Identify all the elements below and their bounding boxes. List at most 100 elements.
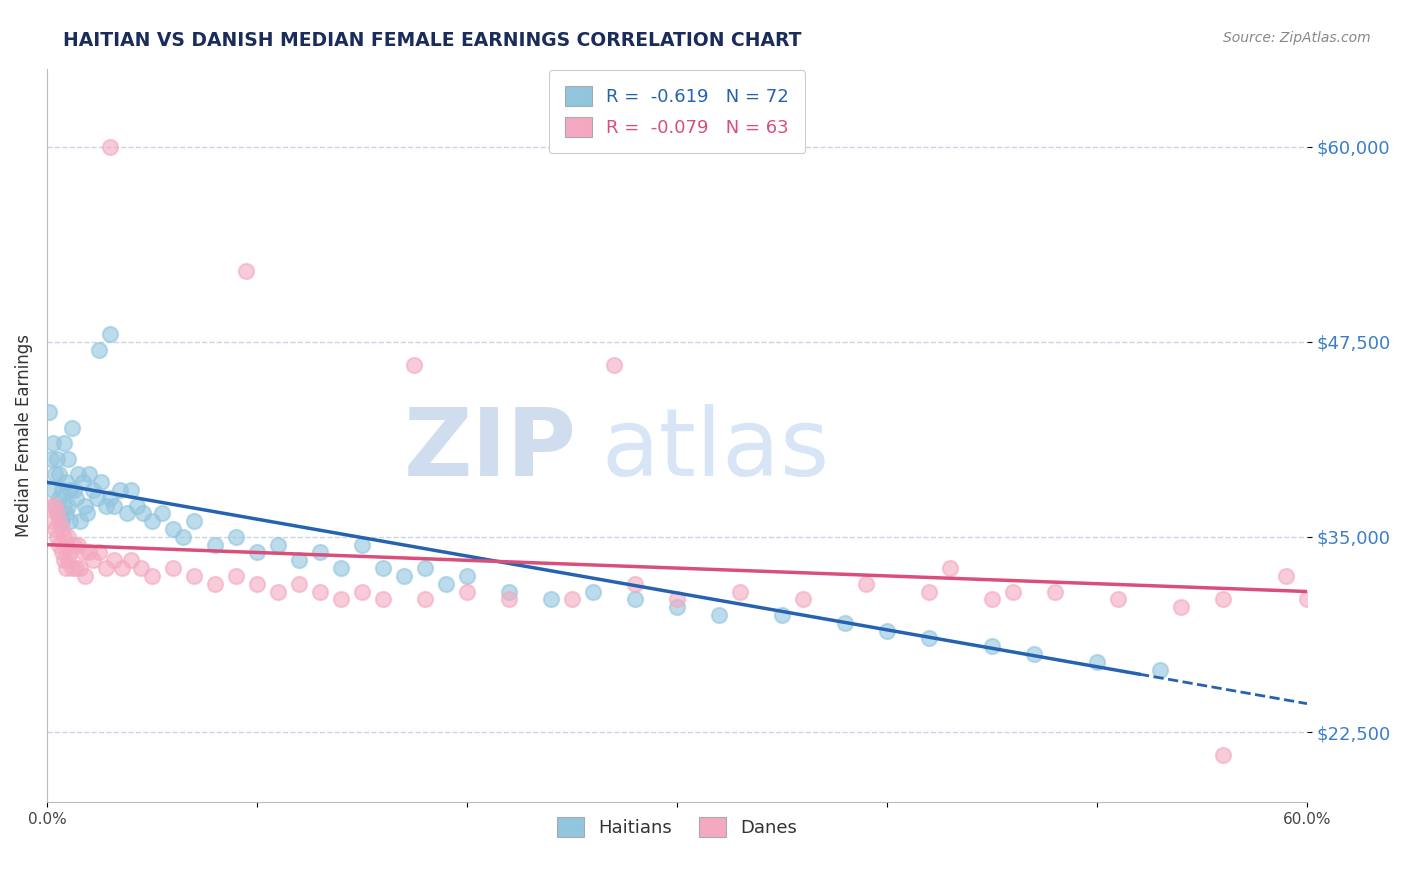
Point (65, 491, 87, 505)
Point (55, 475, 77, 490)
Point (44, 522, 66, 536)
Point (51, 545, 73, 559)
Point (1043, 584, 1066, 599)
Point (624, 576, 647, 591)
Point (59, 545, 82, 559)
Point (204, 576, 226, 591)
Point (498, 592, 520, 607)
Point (141, 514, 163, 528)
Point (288, 553, 311, 567)
Point (141, 569, 163, 583)
Point (56, 451, 79, 466)
Point (42, 436, 65, 450)
Point (65, 561, 87, 575)
Point (246, 545, 269, 559)
Point (60, 561, 83, 575)
Point (204, 538, 226, 552)
Point (94, 499, 117, 513)
Point (72, 475, 94, 490)
Point (59, 514, 82, 528)
Point (44, 499, 66, 513)
Point (183, 514, 205, 528)
Point (63, 538, 86, 552)
Point (48, 467, 70, 482)
Point (76, 507, 98, 521)
Point (46, 507, 69, 521)
Text: ZIP: ZIP (404, 404, 576, 496)
Point (540, 592, 562, 607)
Point (69, 514, 91, 528)
Point (52, 499, 75, 513)
Point (82, 483, 104, 497)
Point (183, 569, 205, 583)
Point (267, 584, 290, 599)
Point (603, 358, 626, 372)
Point (309, 545, 332, 559)
Point (51, 483, 73, 497)
Point (981, 592, 1004, 607)
Point (55, 538, 77, 552)
Point (1085, 655, 1108, 669)
Point (103, 553, 125, 567)
Point (73, 569, 96, 583)
Point (46, 530, 69, 544)
Point (59, 483, 82, 497)
Point (981, 639, 1004, 653)
Point (55, 561, 77, 575)
Point (350, 538, 373, 552)
Point (225, 530, 247, 544)
Point (1022, 647, 1045, 661)
Point (162, 522, 184, 536)
Point (48, 514, 70, 528)
Point (371, 592, 394, 607)
Point (73, 499, 96, 513)
Point (329, 592, 352, 607)
Text: Source: ZipAtlas.com: Source: ZipAtlas.com (1223, 31, 1371, 45)
Point (67, 467, 90, 482)
Point (665, 600, 688, 615)
Point (77, 467, 100, 482)
Point (56, 499, 79, 513)
Point (1170, 600, 1192, 615)
Point (413, 561, 436, 575)
Point (770, 607, 793, 622)
Point (172, 530, 194, 544)
Point (51, 514, 73, 528)
Point (44, 467, 66, 482)
Point (56, 553, 79, 567)
Point (456, 584, 478, 599)
Point (42, 514, 65, 528)
Point (67, 538, 90, 552)
Point (267, 538, 290, 552)
Point (52, 436, 75, 450)
Point (624, 592, 647, 607)
Point (918, 632, 941, 646)
Point (404, 358, 426, 372)
Point (582, 584, 605, 599)
Point (111, 561, 134, 575)
Point (120, 483, 142, 497)
Point (63, 483, 86, 497)
Point (235, 264, 257, 278)
Point (86, 491, 108, 505)
Point (115, 507, 138, 521)
Point (120, 553, 142, 567)
Point (371, 561, 394, 575)
Text: atlas: atlas (602, 404, 830, 496)
Text: HAITIAN VS DANISH MEDIAN FEMALE EARNINGS CORRELATION CHART: HAITIAN VS DANISH MEDIAN FEMALE EARNINGS… (63, 31, 801, 50)
Point (52, 530, 75, 544)
Point (69, 561, 91, 575)
Point (39, 451, 62, 466)
Point (48, 538, 70, 552)
Point (1212, 592, 1234, 607)
Point (44, 499, 66, 513)
Point (46, 451, 69, 466)
Point (90, 475, 112, 490)
Point (456, 569, 478, 583)
Point (89, 343, 111, 357)
Point (288, 576, 311, 591)
Point (1275, 569, 1298, 583)
Point (98, 139, 121, 153)
Point (127, 499, 149, 513)
Point (1001, 584, 1024, 599)
